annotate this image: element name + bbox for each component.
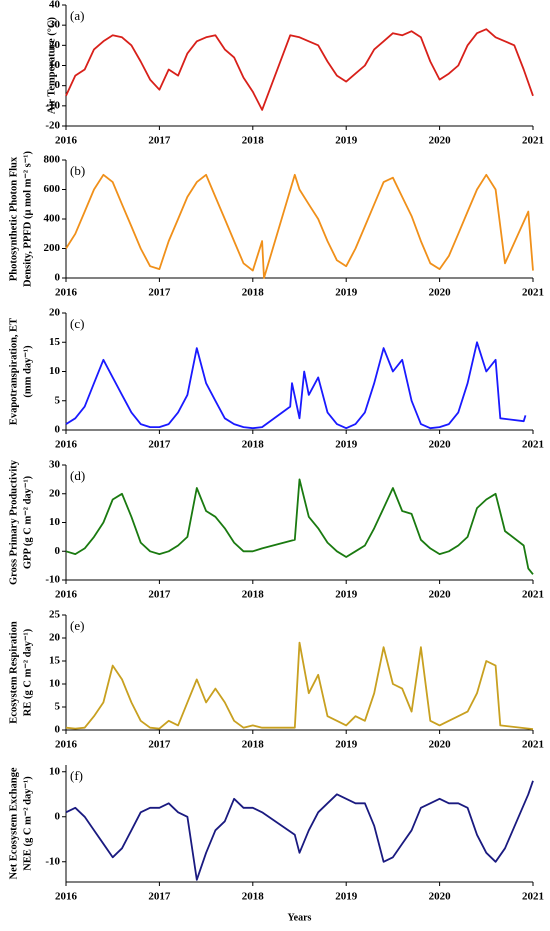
- x-tick-label: 2019: [335, 891, 358, 903]
- y-tick-label: 0: [55, 724, 61, 736]
- x-axis-label: Years: [288, 912, 312, 923]
- x-tick-label: 2017: [148, 135, 171, 147]
- y-tick-label: 20: [49, 632, 61, 644]
- x-tick-label: 2021: [522, 739, 544, 751]
- data-line: [65, 780, 534, 881]
- y-tick-label: 800: [44, 154, 61, 166]
- x-tick-label: 2020: [429, 135, 452, 147]
- y-tick-label: 10: [49, 516, 61, 528]
- x-tick-label: 2020: [429, 439, 452, 451]
- x-tick-label: 2018: [242, 589, 265, 601]
- data-line: [65, 478, 534, 575]
- y-tick-label: 400: [44, 213, 61, 225]
- y-tick-label: 600: [44, 183, 61, 195]
- x-tick-label: 2020: [429, 891, 452, 903]
- y-tick-label: 15: [49, 336, 61, 348]
- x-tick-label: 2016: [55, 891, 78, 903]
- x-tick-label: 2020: [429, 739, 452, 751]
- x-tick-label: 2018: [242, 287, 265, 299]
- y-axis-label: (mm day⁻¹): [22, 345, 33, 398]
- x-tick-label: 2016: [55, 135, 78, 147]
- y-tick-label: 0: [55, 545, 61, 557]
- y-tick-label: 0: [55, 272, 61, 284]
- x-tick-label: 2019: [335, 287, 358, 299]
- x-tick-label: 2016: [55, 439, 78, 451]
- y-tick-label: 25: [49, 609, 61, 621]
- panel-label: (e): [70, 618, 84, 633]
- x-tick-label: 2020: [429, 287, 452, 299]
- y-axis-label: Air Temperature (°C): [46, 16, 57, 114]
- data-line: [65, 28, 534, 111]
- y-tick-label: 15: [49, 655, 61, 667]
- x-tick-label: 2017: [148, 739, 171, 751]
- y-tick-label: -20: [45, 120, 60, 132]
- x-tick-label: 2018: [242, 439, 265, 451]
- y-tick-label: 10: [49, 678, 61, 690]
- y-tick-label: 30: [49, 459, 61, 471]
- x-tick-label: 2021: [522, 589, 544, 601]
- x-tick-label: 2016: [55, 589, 78, 601]
- x-tick-label: 2017: [148, 891, 171, 903]
- y-axis-label: Photosynthetic Photon Flux: [8, 156, 19, 281]
- y-tick-label: -10: [45, 574, 60, 586]
- panel-label: (f): [70, 768, 83, 783]
- x-tick-label: 2021: [522, 891, 544, 903]
- x-tick-label: 2017: [148, 287, 171, 299]
- x-tick-label: 2016: [55, 739, 78, 751]
- x-tick-label: 2021: [522, 287, 544, 299]
- x-tick-label: 2018: [242, 891, 265, 903]
- x-tick-label: 2017: [148, 439, 171, 451]
- x-tick-label: 2016: [55, 287, 78, 299]
- x-tick-label: 2019: [335, 439, 358, 451]
- y-axis-label: NEE (g C m⁻² day⁻¹): [22, 776, 33, 871]
- y-tick-label: 10: [49, 59, 61, 71]
- y-tick-label: 20: [49, 487, 61, 499]
- y-tick-label: 40: [49, 0, 61, 11]
- panel-label: (b): [70, 163, 85, 178]
- y-axis-label: RE (g C m⁻² day⁻¹): [22, 628, 33, 716]
- y-axis-label: Ecosystem Respiration: [8, 621, 19, 724]
- y-tick-label: 20: [49, 39, 61, 51]
- panel-label: (d): [70, 468, 85, 483]
- x-tick-label: 2021: [522, 135, 544, 147]
- y-tick-label: 0: [55, 810, 61, 822]
- y-axis-label: GPP (g C m⁻² day⁻¹): [22, 475, 33, 569]
- y-tick-label: 0: [55, 424, 61, 436]
- x-tick-label: 2017: [148, 589, 171, 601]
- y-tick-label: 5: [55, 701, 61, 713]
- x-tick-label: 2019: [335, 135, 358, 147]
- y-tick-label: 20: [49, 307, 61, 319]
- data-line: [65, 173, 534, 279]
- y-tick-label: 30: [49, 19, 61, 31]
- y-axis-label: Net Ecosystem Exchange: [8, 767, 19, 879]
- y-axis-label: Density, PPFD (μ mol m⁻² s⁻¹): [22, 151, 33, 287]
- x-tick-label: 2019: [335, 739, 358, 751]
- data-line: [65, 341, 527, 430]
- x-tick-label: 2020: [429, 589, 452, 601]
- x-tick-label: 2018: [242, 739, 265, 751]
- data-line: [65, 641, 534, 730]
- y-tick-label: 200: [44, 242, 61, 254]
- panel-label: (a): [70, 8, 84, 23]
- y-tick-label: -10: [45, 855, 60, 867]
- y-tick-label: -10: [45, 99, 60, 111]
- x-tick-label: 2018: [242, 135, 265, 147]
- y-tick-label: 5: [55, 394, 61, 406]
- x-tick-label: 2019: [335, 589, 358, 601]
- y-tick-label: 10: [49, 365, 61, 377]
- y-tick-label: 10: [49, 765, 61, 777]
- y-axis-label: Gross Primary Productivity: [8, 459, 19, 585]
- y-tick-label: 0: [55, 79, 61, 91]
- x-tick-label: 2021: [522, 439, 544, 451]
- panel-label: (c): [70, 316, 84, 331]
- y-axis-label: Evapotranspiration, ET: [8, 318, 19, 425]
